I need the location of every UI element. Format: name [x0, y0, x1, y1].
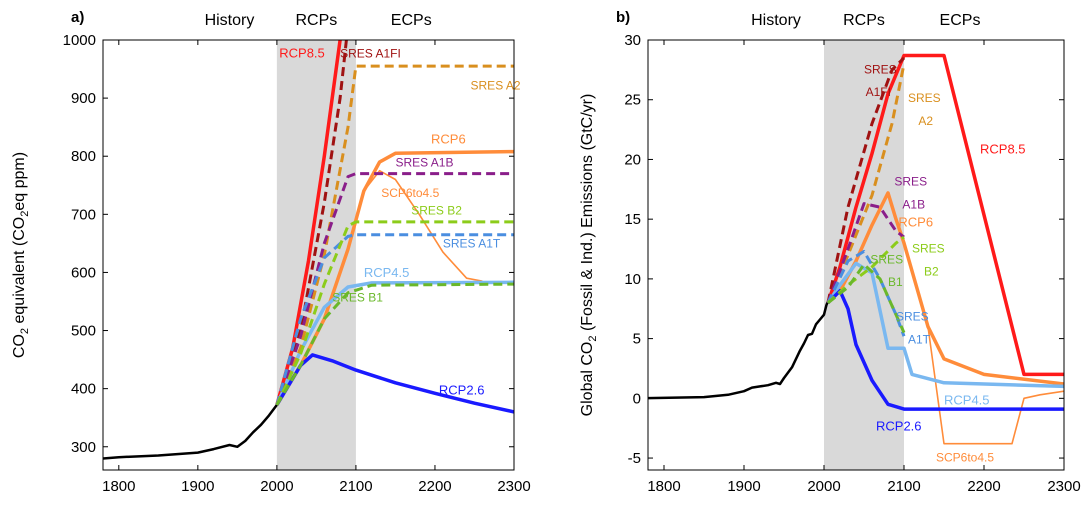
- annotation-a2: A2: [918, 114, 933, 128]
- annotation-scp6to4-5: SCP6to4.5: [936, 451, 994, 465]
- series-history: [648, 298, 830, 400]
- series-rcp2-6: [275, 353, 514, 414]
- y-tick-label: 10: [624, 271, 641, 288]
- shaded-period: [276, 40, 356, 470]
- series-sres-a1b: [275, 172, 514, 406]
- period-label-ecps: ECPs: [391, 12, 432, 29]
- x-tick-label: 2300: [1047, 478, 1080, 495]
- y-tick-label: -5: [628, 450, 641, 467]
- panel-a: 1800 1900 2000 2100 2200 2300 300 400 500 600 700 8…: [11, 9, 531, 495]
- x-tick-label: 2300: [497, 478, 530, 495]
- annotation-scp6to4-5: SCP6to4.5: [381, 186, 439, 200]
- annotation-sres-a1t: SRES A1T: [443, 236, 501, 250]
- series-sres-a1t: [275, 233, 514, 406]
- annotation-rcp6: RCP6: [431, 131, 466, 146]
- plot-frame: [102, 39, 515, 471]
- period-label-ecps: ECPs: [940, 12, 981, 29]
- annotation-rcp2-6: RCP2.6: [439, 382, 485, 397]
- annotation-sres-a1fi: SRES A1FI: [340, 46, 401, 60]
- x-tick-label: 2200: [967, 478, 1000, 495]
- x-tick-label: 1900: [727, 478, 760, 495]
- annotation-sres-b1: SRES B1: [332, 290, 383, 304]
- y-tick-label: 600: [71, 264, 96, 281]
- y-tick-label: 0: [633, 390, 641, 407]
- y-tick-label: 300: [71, 439, 96, 456]
- series-group: [648, 53, 1064, 445]
- annotation-b1: B1: [888, 275, 903, 289]
- annotation-b2: B2: [924, 264, 939, 278]
- series-rcp6: [275, 149, 514, 406]
- annotation-sres: SRES: [896, 310, 929, 324]
- y-tick-label: 800: [71, 148, 96, 165]
- series-sres-a1fi: [826, 56, 906, 304]
- series-sres-b2: [275, 220, 514, 406]
- plot-frame: [647, 39, 1065, 471]
- period-label-history: History: [205, 12, 255, 29]
- y-tick-label: 15: [624, 211, 641, 228]
- series-sres-a1b: [826, 202, 905, 304]
- x-tick-label: 2100: [339, 478, 372, 495]
- annotation-rcp8-5: RCP8.5: [980, 141, 1026, 156]
- period-label-rcps: RCPs: [843, 12, 885, 29]
- annotation-rcp2-6: RCP2.6: [876, 419, 922, 434]
- series-history: [103, 404, 278, 460]
- series-sres-b1: [275, 282, 514, 406]
- y-tick-label: 900: [71, 90, 96, 107]
- y-tick-label: 20: [624, 151, 641, 168]
- annotation-a1fi: A1FI: [866, 85, 891, 99]
- annotation-rcp4-5: RCP4.5: [944, 392, 990, 407]
- annotation-rcp8-5: RCP8.5: [279, 45, 325, 60]
- x-tick-label: 1800: [647, 478, 680, 495]
- annotation-sres: SRES: [864, 62, 897, 76]
- x-tick-label: 2000: [260, 478, 293, 495]
- annotation-sres: SRES: [870, 252, 903, 266]
- y-tick-label: 500: [71, 323, 96, 340]
- panel-label: b): [616, 9, 630, 26]
- annotation-rcp4-5: RCP4.5: [364, 265, 410, 280]
- series-sres-b1: [827, 263, 906, 334]
- x-tick-label: 2000: [807, 478, 840, 495]
- series-group: [103, 40, 514, 460]
- annotation-a1b: A1B: [902, 197, 925, 211]
- y-tick-label: 5: [633, 331, 641, 348]
- series-rcp8-5: [275, 40, 342, 406]
- x-tick-label: 2100: [887, 478, 920, 495]
- x-tick-label: 1800: [102, 478, 135, 495]
- series-scp6to4-5: [363, 169, 483, 282]
- annotation-sres-a1b: SRES A1B: [395, 156, 453, 170]
- x-tick-label: 2200: [418, 478, 451, 495]
- panel-b: 1800 1900 2000 2100 2200 2300 -5 0 5 10 15 20 25 30 b)…: [579, 9, 1081, 495]
- y-tick-label: 25: [624, 92, 641, 109]
- annotation-sres: SRES: [908, 91, 941, 105]
- y-tick-label: 1000: [63, 32, 96, 49]
- period-label-history: History: [751, 12, 801, 29]
- annotation-sres-a2: SRES A2: [471, 78, 521, 92]
- annotation-sres: SRES: [912, 242, 945, 256]
- annotation-a1t: A1T: [908, 332, 931, 346]
- annotation-sres-b2: SRES B2: [411, 203, 462, 217]
- y-tick-label: 30: [624, 32, 641, 49]
- x-tick-label: 1900: [181, 478, 214, 495]
- y-axis-label: Global CO2 (Fossil & Ind.) Emissions (Gt…: [579, 94, 599, 417]
- series-rcp4-5: [826, 261, 1064, 389]
- y-tick-label: 700: [71, 206, 96, 223]
- annotation-sres: SRES: [894, 175, 927, 189]
- annotation-rcp6: RCP6: [898, 214, 933, 229]
- y-axis-label: CO2 equivalent (CO2eq ppm): [11, 152, 31, 358]
- series-rcp8-5: [826, 53, 1064, 377]
- period-label-rcps: RCPs: [296, 12, 338, 29]
- y-tick-label: 400: [71, 381, 96, 398]
- series-scp6to4-5: [903, 242, 1064, 445]
- panel-label: a): [71, 9, 84, 26]
